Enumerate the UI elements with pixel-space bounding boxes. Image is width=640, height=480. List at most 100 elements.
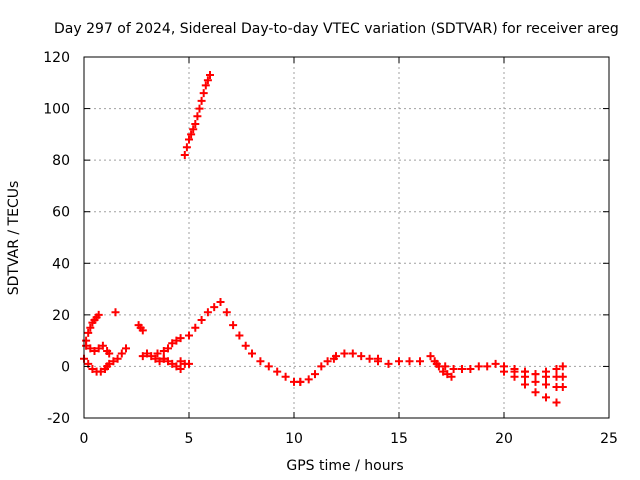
data-point — [491, 359, 500, 368]
y-tick-label: 20 — [52, 308, 70, 324]
data-point — [189, 125, 198, 134]
x-tick-label: 25 — [600, 431, 618, 447]
series-segment-20-23h-d — [521, 367, 567, 381]
data-point — [109, 357, 118, 366]
series-segment-1h — [105, 344, 130, 368]
data-point — [441, 362, 450, 371]
data-point — [374, 357, 382, 366]
data-point — [439, 367, 448, 376]
data-point — [531, 388, 540, 397]
data-point — [264, 362, 273, 371]
data-point — [187, 130, 196, 139]
data-point — [449, 365, 458, 374]
data-point — [466, 365, 475, 374]
data-point — [531, 377, 540, 386]
series-segment-17-20h — [432, 359, 508, 374]
data-point — [216, 297, 225, 306]
data-point — [474, 362, 483, 371]
data-point — [111, 308, 120, 317]
y-tick-label: 120 — [43, 50, 70, 66]
data-point — [90, 346, 99, 355]
data-point — [88, 365, 97, 374]
axis-ticks — [83, 56, 610, 419]
data-point — [405, 357, 414, 366]
series-segment-5-6h-steep — [180, 71, 214, 159]
data-point — [552, 365, 561, 374]
data-point — [317, 362, 326, 371]
data-point — [151, 354, 160, 363]
data-point — [122, 344, 130, 353]
data-points — [80, 71, 567, 407]
data-point — [416, 357, 424, 366]
y-tick-label: -20 — [47, 411, 70, 427]
y-tick-label: 40 — [52, 256, 70, 272]
series-segment-14-16h — [374, 357, 424, 368]
data-point — [203, 308, 212, 317]
y-tick-label: 60 — [52, 205, 70, 221]
y-tick-label: 80 — [52, 153, 70, 169]
data-point — [558, 372, 567, 381]
data-point — [206, 71, 214, 80]
data-point — [458, 365, 466, 374]
data-point — [182, 143, 191, 152]
data-point — [296, 377, 305, 386]
data-point — [98, 341, 107, 350]
data-point — [143, 349, 151, 358]
data-point — [94, 310, 103, 319]
data-point — [384, 359, 393, 368]
data-point — [82, 341, 91, 350]
grid-lines — [84, 57, 609, 418]
data-point — [531, 370, 540, 379]
series-segment-4h-low — [159, 354, 185, 374]
data-point — [521, 380, 529, 389]
x-tick-label: 15 — [390, 431, 408, 447]
data-point — [138, 326, 147, 335]
series-segment-5-7h-hump — [185, 297, 256, 358]
data-point — [558, 362, 567, 371]
series-segment-2-5h — [134, 321, 147, 335]
data-point — [552, 398, 561, 407]
data-point — [558, 383, 567, 392]
data-point — [542, 393, 550, 402]
data-point — [323, 357, 332, 366]
data-point — [443, 370, 452, 379]
data-point — [199, 89, 208, 98]
data-point — [256, 357, 265, 366]
data-point — [432, 359, 441, 368]
data-point — [164, 357, 172, 366]
data-point — [357, 352, 366, 361]
data-point — [191, 323, 200, 332]
data-point — [159, 354, 168, 363]
data-point — [210, 303, 219, 312]
series-segment-20-23h-a — [500, 367, 561, 407]
data-point — [510, 365, 519, 374]
series-segment-10-12h — [296, 354, 338, 386]
data-point — [168, 339, 177, 348]
data-point — [113, 354, 122, 363]
data-point — [180, 150, 189, 159]
data-point — [273, 367, 282, 376]
plot-frame — [83, 56, 610, 419]
data-point — [365, 354, 374, 363]
data-point — [222, 308, 231, 317]
data-point — [185, 331, 193, 340]
data-point — [147, 352, 156, 361]
data-point — [195, 104, 204, 113]
y-axis-title: SDTVAR / TECUs — [6, 181, 22, 296]
data-point — [84, 328, 93, 337]
data-point — [241, 341, 250, 350]
data-point — [235, 331, 244, 340]
data-point — [447, 372, 456, 381]
data-point — [197, 316, 206, 325]
series-segment-early-high — [82, 310, 103, 345]
data-point — [348, 349, 357, 358]
data-point — [426, 352, 435, 361]
x-tick-label: 5 — [185, 431, 194, 447]
data-point — [105, 359, 114, 368]
series-segment-20-23h-b — [510, 367, 567, 392]
data-point — [176, 365, 185, 374]
data-point — [153, 349, 162, 358]
data-point — [105, 349, 114, 358]
x-tick-label: 20 — [495, 431, 513, 447]
